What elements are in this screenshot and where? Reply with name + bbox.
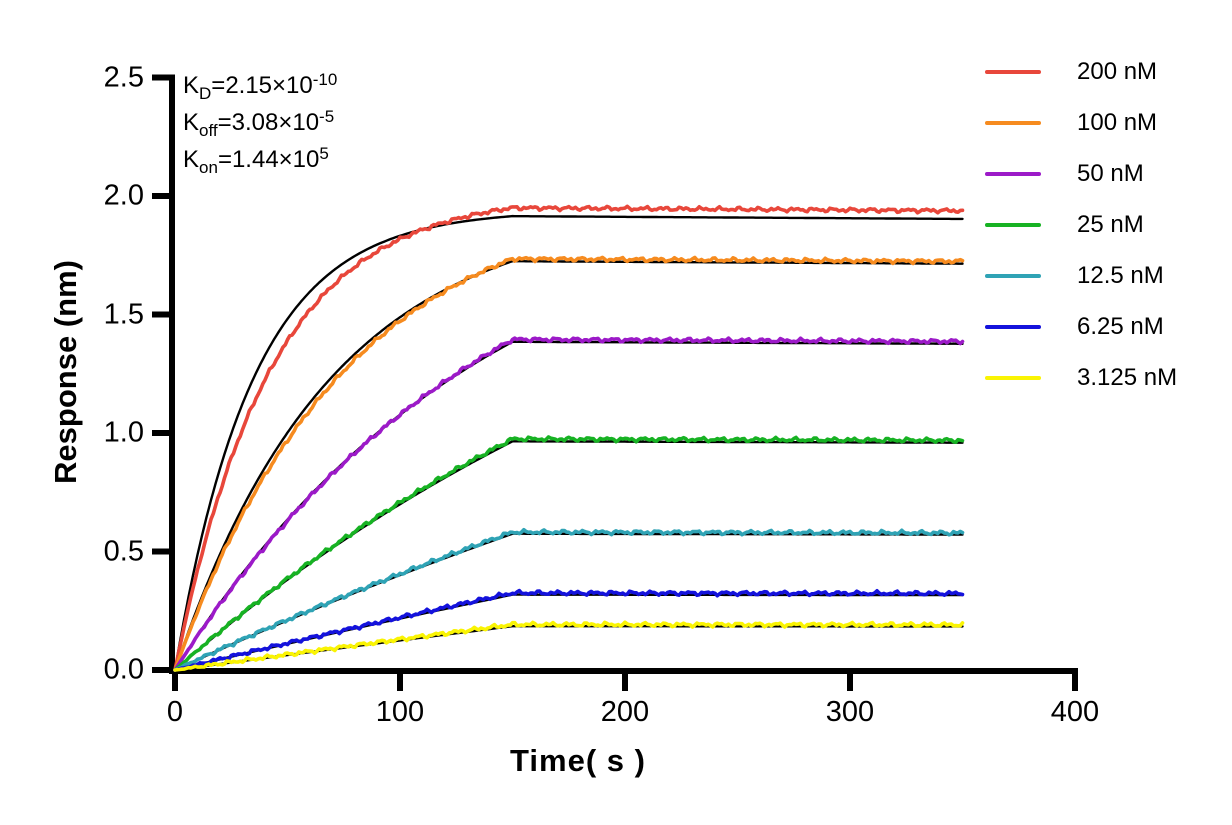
x-tick-label-300: 300 bbox=[825, 696, 875, 728]
kinetic-constant-line-D: KD=2.15×10-10 bbox=[183, 70, 338, 103]
y-tick-label-1.5: 1.5 bbox=[103, 298, 144, 330]
legend-item-6.25nM: 6.25 nM bbox=[985, 301, 1177, 352]
x-axis-title: Time( s ) bbox=[510, 743, 646, 778]
data-curve-50nM bbox=[173, 336, 965, 672]
legend-label: 12.5 nM bbox=[1077, 261, 1164, 289]
y-axis-title: Response (nm) bbox=[48, 260, 83, 484]
legend-label: 50 nM bbox=[1077, 159, 1144, 187]
data-curve-6.25nM bbox=[173, 588, 965, 672]
x-tick-label-100: 100 bbox=[375, 696, 425, 728]
data-curve-3.125nM bbox=[173, 620, 965, 672]
legend-swatch bbox=[985, 273, 1041, 278]
kinetic-constants-annotation: KD=2.15×10-10 Koff=3.08×10-5 Kon=1.44×105 bbox=[183, 67, 337, 178]
fit-curve-12.5nM bbox=[173, 532, 964, 672]
legend-item-200nM: 200 nM bbox=[985, 46, 1177, 97]
legend-item-100nM: 100 nM bbox=[985, 97, 1177, 148]
kinetic-constant-line-on: Kon=1.44×105 bbox=[183, 144, 329, 177]
y-tick-label-2.5: 2.5 bbox=[103, 61, 144, 93]
data-curve-100nM bbox=[173, 255, 965, 672]
fit-curve-25nM bbox=[173, 440, 964, 672]
legend-swatch bbox=[985, 69, 1041, 74]
legend-swatch bbox=[985, 120, 1041, 125]
x-tick-label-400: 400 bbox=[1050, 696, 1100, 728]
legend-swatch bbox=[985, 324, 1041, 329]
legend-label: 6.25 nM bbox=[1077, 312, 1164, 340]
legend-item-25nM: 25 nM bbox=[985, 199, 1177, 250]
data-curve-12.5nM bbox=[173, 527, 965, 672]
fit-curve-100nM bbox=[173, 260, 964, 672]
legend: 200 nM 100 nM 50 nM 25 nM 12.5 nM 6.25 nM 3.12… bbox=[985, 46, 1177, 403]
y-tick-label-0.0: 0.0 bbox=[103, 653, 144, 686]
data-curve-200nM bbox=[173, 204, 965, 672]
kinetic-constant-line-off: Koff=3.08×10-5 bbox=[183, 107, 335, 140]
legend-label: 200 nM bbox=[1077, 57, 1158, 85]
legend-item-12.5nM: 12.5 nM bbox=[985, 250, 1177, 301]
legend-item-50nM: 50 nM bbox=[985, 148, 1177, 199]
x-tick-label-200: 200 bbox=[600, 696, 650, 728]
legend-swatch bbox=[985, 222, 1041, 227]
x-tick-label-0: 0 bbox=[166, 696, 184, 728]
y-tick-label-0.5: 0.5 bbox=[103, 535, 144, 567]
fit-curve-200nM bbox=[173, 214, 964, 672]
legend-label: 25 nM bbox=[1077, 210, 1144, 238]
y-tick-label-1.0: 1.0 bbox=[103, 416, 144, 449]
legend-item-3.125nM: 3.125 nM bbox=[985, 352, 1177, 403]
fit-curve-6.25nM bbox=[173, 593, 964, 672]
y-tick-label-2.0: 2.0 bbox=[103, 179, 144, 212]
legend-swatch bbox=[985, 171, 1041, 176]
legend-label: 3.125 nM bbox=[1077, 363, 1178, 391]
legend-label: 100 nM bbox=[1077, 108, 1158, 136]
fit-curve-3.125nM bbox=[173, 625, 964, 672]
legend-swatch bbox=[985, 375, 1041, 380]
data-curve-25nM bbox=[173, 435, 965, 672]
